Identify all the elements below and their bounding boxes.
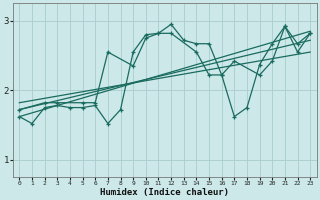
X-axis label: Humidex (Indice chaleur): Humidex (Indice chaleur) (100, 188, 229, 197)
